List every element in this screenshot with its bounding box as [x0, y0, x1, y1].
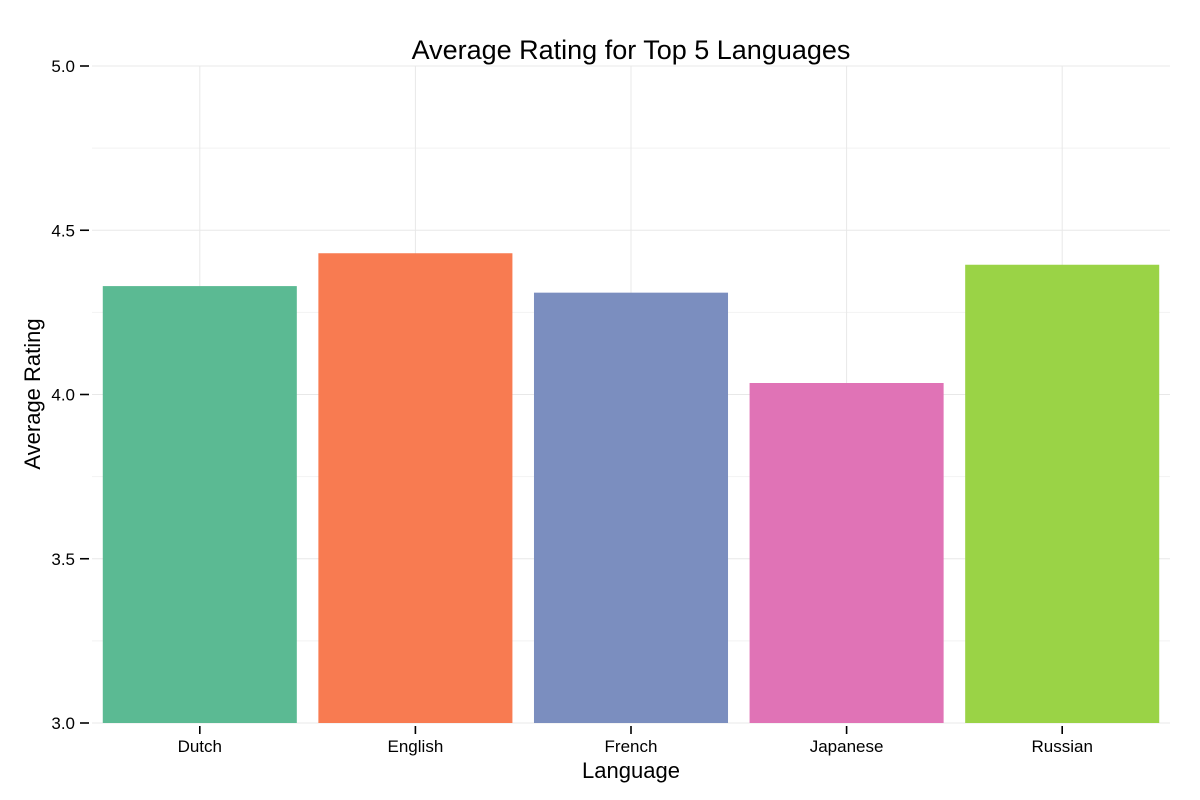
x-tick-label: French — [605, 737, 658, 756]
x-axis: Dutch English French Japanese Russian — [178, 726, 1093, 756]
y-tick-label: 3.5 — [51, 550, 75, 569]
y-tick-label: 3.0 — [51, 714, 75, 733]
x-tick-label: Russian — [1031, 737, 1092, 756]
bar-french — [533, 292, 729, 723]
bar-russian — [965, 264, 1160, 723]
bar-dutch — [102, 286, 297, 723]
y-tick-label: 5.0 — [51, 57, 75, 76]
y-axis-title: Average Rating — [20, 318, 45, 469]
bar-english — [318, 253, 513, 723]
x-tick-label: English — [388, 737, 444, 756]
x-axis-title: Language — [582, 758, 680, 783]
bars — [102, 253, 1160, 723]
bar-japanese — [749, 383, 944, 723]
y-tick-label: 4.5 — [51, 221, 75, 240]
y-axis: 3.0 3.5 4.0 4.5 5.0 — [51, 57, 89, 733]
chart-title: Average Rating for Top 5 Languages — [412, 35, 851, 65]
y-tick-label: 4.0 — [51, 386, 75, 405]
x-tick-label: Dutch — [178, 737, 222, 756]
x-tick-label: Japanese — [810, 737, 884, 756]
